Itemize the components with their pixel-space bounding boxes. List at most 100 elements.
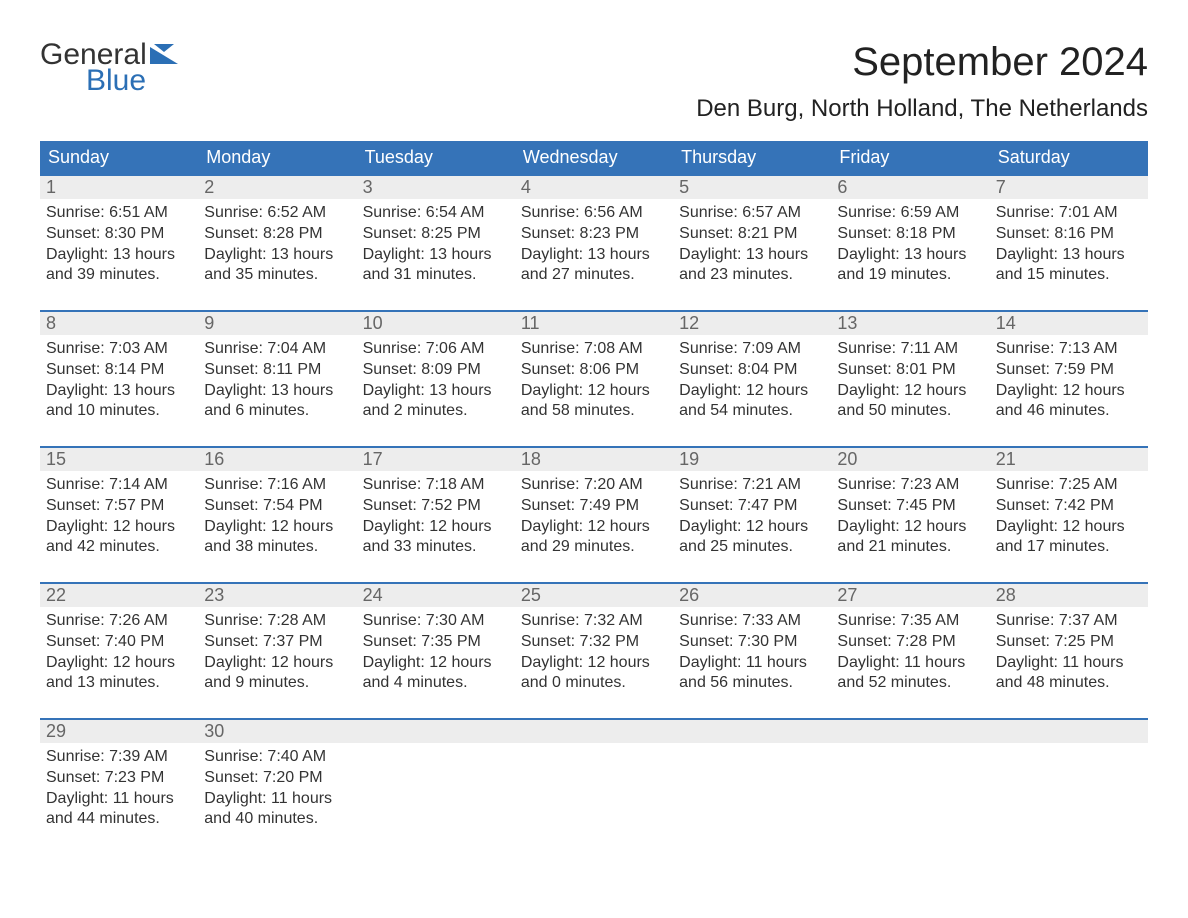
day-number-empty — [673, 720, 831, 743]
day-number: 17 — [357, 448, 515, 471]
day-number: 3 — [357, 176, 515, 199]
day-details: Sunrise: 6:57 AMSunset: 8:21 PMDaylight:… — [673, 199, 831, 286]
sunrise-line: Sunrise: 7:39 AM — [46, 747, 192, 768]
sunset-line: Sunset: 8:14 PM — [46, 360, 192, 381]
daylight-line-2: and 40 minutes. — [204, 809, 350, 830]
day-number: 24 — [357, 584, 515, 607]
calendar-day: 6Sunrise: 6:59 AMSunset: 8:18 PMDaylight… — [831, 176, 989, 294]
day-number: 18 — [515, 448, 673, 471]
sunrise-line: Sunrise: 7:32 AM — [521, 611, 667, 632]
calendar-day: 26Sunrise: 7:33 AMSunset: 7:30 PMDayligh… — [673, 584, 831, 702]
day-number: 10 — [357, 312, 515, 335]
week-row: 8Sunrise: 7:03 AMSunset: 8:14 PMDaylight… — [40, 310, 1148, 430]
location-subtitle: Den Burg, North Holland, The Netherlands — [696, 95, 1148, 123]
day-number-empty — [357, 720, 515, 743]
day-details: Sunrise: 7:18 AMSunset: 7:52 PMDaylight:… — [357, 471, 515, 558]
daylight-line-1: Daylight: 11 hours — [996, 653, 1142, 674]
week-row: 1Sunrise: 6:51 AMSunset: 8:30 PMDaylight… — [40, 174, 1148, 294]
sunrise-line: Sunrise: 7:21 AM — [679, 475, 825, 496]
day-number: 19 — [673, 448, 831, 471]
sunset-line: Sunset: 7:35 PM — [363, 632, 509, 653]
daylight-line-2: and 4 minutes. — [363, 673, 509, 694]
dow-monday: Monday — [198, 141, 356, 174]
daylight-line-1: Daylight: 13 hours — [46, 245, 192, 266]
calendar-day — [831, 720, 989, 838]
calendar-day: 19Sunrise: 7:21 AMSunset: 7:47 PMDayligh… — [673, 448, 831, 566]
sunrise-line: Sunrise: 6:57 AM — [679, 203, 825, 224]
daylight-line-1: Daylight: 13 hours — [204, 245, 350, 266]
day-details: Sunrise: 6:56 AMSunset: 8:23 PMDaylight:… — [515, 199, 673, 286]
sunrise-line: Sunrise: 7:11 AM — [837, 339, 983, 360]
daylight-line-1: Daylight: 12 hours — [521, 517, 667, 538]
sunset-line: Sunset: 8:30 PM — [46, 224, 192, 245]
day-details: Sunrise: 7:09 AMSunset: 8:04 PMDaylight:… — [673, 335, 831, 422]
title-block: September 2024 Den Burg, North Holland, … — [696, 40, 1148, 123]
daylight-line-1: Daylight: 12 hours — [204, 517, 350, 538]
day-details: Sunrise: 7:08 AMSunset: 8:06 PMDaylight:… — [515, 335, 673, 422]
daylight-line-2: and 21 minutes. — [837, 537, 983, 558]
calendar-day: 20Sunrise: 7:23 AMSunset: 7:45 PMDayligh… — [831, 448, 989, 566]
calendar-day — [673, 720, 831, 838]
day-details: Sunrise: 7:11 AMSunset: 8:01 PMDaylight:… — [831, 335, 989, 422]
day-number-empty — [831, 720, 989, 743]
day-details: Sunrise: 6:52 AMSunset: 8:28 PMDaylight:… — [198, 199, 356, 286]
dow-saturday: Saturday — [990, 141, 1148, 174]
day-details: Sunrise: 6:59 AMSunset: 8:18 PMDaylight:… — [831, 199, 989, 286]
daylight-line-2: and 31 minutes. — [363, 265, 509, 286]
sunset-line: Sunset: 7:32 PM — [521, 632, 667, 653]
calendar-day: 11Sunrise: 7:08 AMSunset: 8:06 PMDayligh… — [515, 312, 673, 430]
sunset-line: Sunset: 7:49 PM — [521, 496, 667, 517]
calendar-day: 8Sunrise: 7:03 AMSunset: 8:14 PMDaylight… — [40, 312, 198, 430]
daylight-line-1: Daylight: 13 hours — [46, 381, 192, 402]
calendar-day: 13Sunrise: 7:11 AMSunset: 8:01 PMDayligh… — [831, 312, 989, 430]
sunrise-line: Sunrise: 7:08 AM — [521, 339, 667, 360]
sunset-line: Sunset: 7:45 PM — [837, 496, 983, 517]
calendar-day: 15Sunrise: 7:14 AMSunset: 7:57 PMDayligh… — [40, 448, 198, 566]
day-number: 6 — [831, 176, 989, 199]
sunset-line: Sunset: 8:21 PM — [679, 224, 825, 245]
daylight-line-1: Daylight: 12 hours — [837, 381, 983, 402]
daylight-line-1: Daylight: 13 hours — [837, 245, 983, 266]
dow-tuesday: Tuesday — [357, 141, 515, 174]
daylight-line-2: and 46 minutes. — [996, 401, 1142, 422]
daylight-line-1: Daylight: 12 hours — [46, 517, 192, 538]
sunset-line: Sunset: 8:11 PM — [204, 360, 350, 381]
day-details: Sunrise: 7:03 AMSunset: 8:14 PMDaylight:… — [40, 335, 198, 422]
day-number: 25 — [515, 584, 673, 607]
day-details: Sunrise: 7:01 AMSunset: 8:16 PMDaylight:… — [990, 199, 1148, 286]
dow-friday: Friday — [831, 141, 989, 174]
day-details: Sunrise: 6:51 AMSunset: 8:30 PMDaylight:… — [40, 199, 198, 286]
logo-text-blue: Blue — [40, 66, 178, 96]
header: General Blue September 2024 Den Burg, No… — [40, 40, 1148, 123]
sunrise-line: Sunrise: 7:23 AM — [837, 475, 983, 496]
calendar-day: 29Sunrise: 7:39 AMSunset: 7:23 PMDayligh… — [40, 720, 198, 838]
sunset-line: Sunset: 7:20 PM — [204, 768, 350, 789]
calendar-day — [990, 720, 1148, 838]
daylight-line-1: Daylight: 12 hours — [363, 653, 509, 674]
week-row: 15Sunrise: 7:14 AMSunset: 7:57 PMDayligh… — [40, 446, 1148, 566]
daylight-line-1: Daylight: 12 hours — [363, 517, 509, 538]
daylight-line-1: Daylight: 11 hours — [837, 653, 983, 674]
day-details: Sunrise: 7:28 AMSunset: 7:37 PMDaylight:… — [198, 607, 356, 694]
sunset-line: Sunset: 7:28 PM — [837, 632, 983, 653]
day-number: 21 — [990, 448, 1148, 471]
daylight-line-1: Daylight: 12 hours — [204, 653, 350, 674]
day-details: Sunrise: 7:26 AMSunset: 7:40 PMDaylight:… — [40, 607, 198, 694]
calendar-day: 28Sunrise: 7:37 AMSunset: 7:25 PMDayligh… — [990, 584, 1148, 702]
sunset-line: Sunset: 8:09 PM — [363, 360, 509, 381]
dow-sunday: Sunday — [40, 141, 198, 174]
daylight-line-1: Daylight: 12 hours — [837, 517, 983, 538]
calendar-day: 5Sunrise: 6:57 AMSunset: 8:21 PMDaylight… — [673, 176, 831, 294]
sunrise-line: Sunrise: 7:40 AM — [204, 747, 350, 768]
day-details: Sunrise: 6:54 AMSunset: 8:25 PMDaylight:… — [357, 199, 515, 286]
day-number: 13 — [831, 312, 989, 335]
calendar-day: 22Sunrise: 7:26 AMSunset: 7:40 PMDayligh… — [40, 584, 198, 702]
daylight-line-2: and 39 minutes. — [46, 265, 192, 286]
calendar-day: 16Sunrise: 7:16 AMSunset: 7:54 PMDayligh… — [198, 448, 356, 566]
day-details: Sunrise: 7:32 AMSunset: 7:32 PMDaylight:… — [515, 607, 673, 694]
day-details: Sunrise: 7:37 AMSunset: 7:25 PMDaylight:… — [990, 607, 1148, 694]
day-number-empty — [990, 720, 1148, 743]
daylight-line-2: and 56 minutes. — [679, 673, 825, 694]
day-details: Sunrise: 7:21 AMSunset: 7:47 PMDaylight:… — [673, 471, 831, 558]
week-row: 22Sunrise: 7:26 AMSunset: 7:40 PMDayligh… — [40, 582, 1148, 702]
